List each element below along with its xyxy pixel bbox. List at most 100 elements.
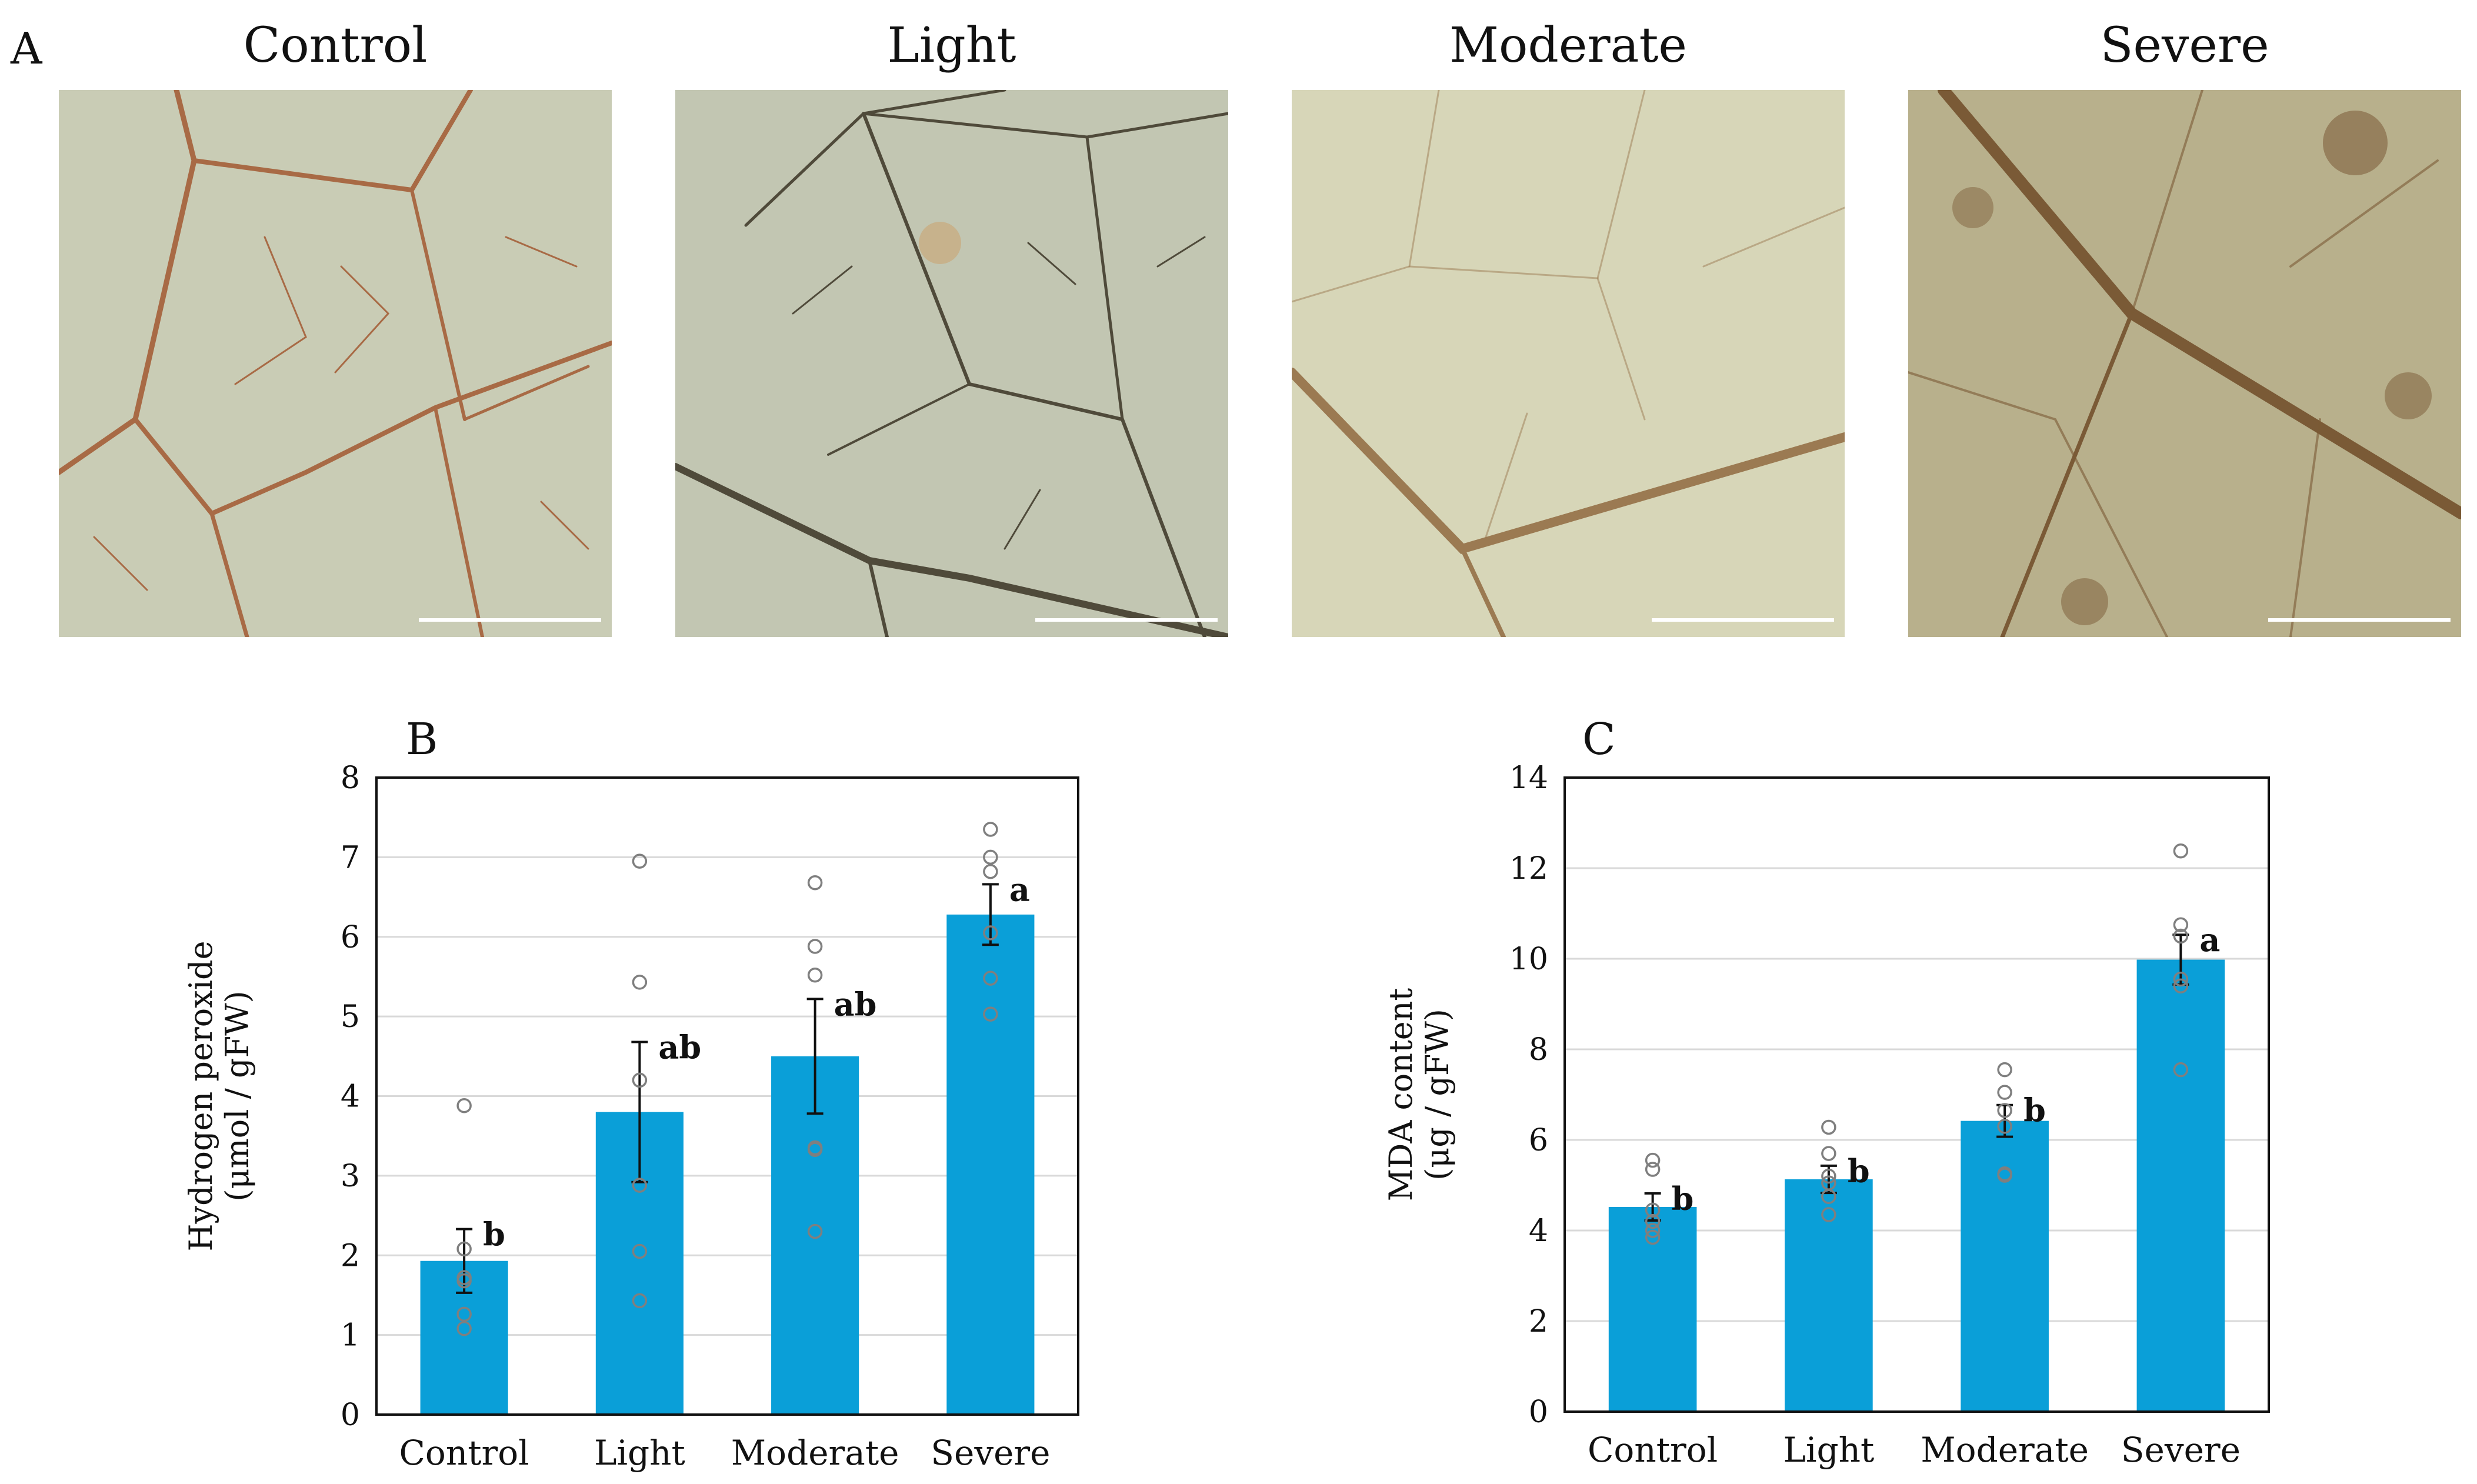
y-tick-label: 10 xyxy=(1509,942,1548,977)
data-point xyxy=(1645,1213,1661,1229)
data-point xyxy=(1645,1223,1661,1238)
significance-letter: b xyxy=(2023,1092,2046,1129)
x-category-label: Severe xyxy=(2121,1430,2241,1470)
y-tick-label: 1 xyxy=(341,1318,360,1353)
y-tick-label: 14 xyxy=(1509,761,1548,796)
data-point xyxy=(807,875,823,891)
x-category-label: Control xyxy=(1588,1430,1718,1470)
significance-letter: a xyxy=(1009,871,1030,908)
image-title-severe: Severe xyxy=(2100,18,2269,74)
data-point xyxy=(456,1098,472,1113)
leaf-image-moderate xyxy=(1292,90,1845,637)
data-point xyxy=(632,1178,648,1193)
significance-letter: a xyxy=(2199,921,2220,959)
data-point xyxy=(983,1006,998,1022)
leaf-image-background xyxy=(59,90,612,637)
y-tick-label: 0 xyxy=(341,1398,360,1433)
data-point xyxy=(632,1243,648,1259)
data-point xyxy=(1821,1207,1836,1222)
y-tick-label: 8 xyxy=(341,761,360,796)
data-point xyxy=(632,1293,648,1309)
y-tick-label: 7 xyxy=(341,840,360,875)
bar xyxy=(946,914,1035,1415)
leaf-image-background xyxy=(675,90,1228,637)
data-point xyxy=(2173,1062,2189,1078)
x-category-label: Light xyxy=(594,1433,685,1473)
bar xyxy=(771,1056,859,1415)
data-point xyxy=(1645,1152,1661,1168)
y-tick-label: 6 xyxy=(1529,1123,1548,1158)
mda-content-chart: C 0 2 4 6 8 10 12 14 b Control b Light b Moderate a Seve… xyxy=(1382,714,2270,1470)
data-point xyxy=(456,1321,472,1336)
data-point xyxy=(983,971,998,986)
data-point xyxy=(456,1270,472,1285)
data-point xyxy=(2173,843,2189,859)
y-tick-label: 2 xyxy=(1529,1304,1548,1339)
data-point xyxy=(2173,971,2189,987)
significance-letter: ab xyxy=(658,1028,701,1066)
data-point xyxy=(983,822,998,837)
image-title-moderate: Moderate xyxy=(1449,18,1687,74)
leaf-image-light xyxy=(675,90,1228,637)
leaf-image-control xyxy=(59,90,612,637)
y-tick-label: 0 xyxy=(1529,1395,1548,1430)
leaf-image-background xyxy=(1908,90,2461,637)
data-point xyxy=(1821,1168,1836,1184)
data-point xyxy=(456,1306,472,1322)
y-tick-label: 5 xyxy=(341,999,360,1035)
bar xyxy=(2136,959,2225,1412)
y-tick-label: 2 xyxy=(341,1238,360,1273)
panel-a-letter: A xyxy=(11,24,42,74)
data-point xyxy=(632,853,648,869)
data-point xyxy=(983,925,998,941)
panel-letter: B xyxy=(406,714,438,765)
bar xyxy=(1785,1179,1873,1412)
data-point xyxy=(1645,1202,1661,1218)
y-tick-label: 3 xyxy=(341,1159,360,1194)
data-point xyxy=(1821,1119,1836,1135)
data-point xyxy=(632,1072,648,1088)
data-point xyxy=(456,1241,472,1257)
x-category-label: Severe xyxy=(931,1433,1050,1473)
significance-letter: ab xyxy=(834,985,877,1023)
image-title-control: Control xyxy=(243,18,428,74)
data-point xyxy=(807,967,823,983)
data-point xyxy=(1997,1103,2012,1118)
y-axis-label-line2: (μmol / gFW) xyxy=(219,991,256,1201)
plot-frame xyxy=(375,776,1079,1416)
y-axis-label-line2: (μg / gFW) xyxy=(1419,1009,1456,1180)
data-point xyxy=(2173,928,2189,944)
x-category-label: Light xyxy=(1783,1430,1874,1470)
data-point xyxy=(1997,1119,2012,1134)
data-point xyxy=(1821,1146,1836,1161)
data-point xyxy=(1997,1062,2012,1078)
data-point xyxy=(1645,1229,1661,1245)
data-point xyxy=(1821,1175,1836,1190)
significance-letter: b xyxy=(1848,1152,1870,1190)
y-axis-label: MDA content (μg / gFW) xyxy=(1382,988,1456,1201)
y-tick-label: 4 xyxy=(341,1079,360,1115)
data-point xyxy=(632,975,648,990)
data-point xyxy=(1997,1085,2012,1100)
y-tick-label: 6 xyxy=(341,920,360,955)
plot-frame xyxy=(1563,776,2270,1413)
data-point xyxy=(983,863,998,879)
significance-letter: b xyxy=(483,1216,505,1253)
x-category-label: Moderate xyxy=(1921,1430,2089,1470)
leaf-image-background xyxy=(1292,90,1845,637)
data-point xyxy=(807,1140,823,1156)
image-title-light: Light xyxy=(887,18,1016,74)
significance-letter: b xyxy=(1672,1180,1694,1218)
data-point xyxy=(1645,1162,1661,1177)
y-tick-label: 4 xyxy=(1529,1213,1548,1249)
y-axis-label-line1: MDA content xyxy=(1382,988,1419,1201)
data-point xyxy=(1997,1166,2012,1182)
data-point xyxy=(807,1223,823,1239)
data-point xyxy=(983,849,998,865)
y-tick-label: 8 xyxy=(1529,1032,1548,1068)
y-axis-label-line1: Hydrogen peroxide xyxy=(182,941,219,1251)
y-tick-label: 12 xyxy=(1509,851,1548,886)
y-axis-label: Hydrogen peroxide (μmol / gFW) xyxy=(182,941,256,1251)
hydrogen-peroxide-chart: B 0 1 2 3 4 5 6 7 8 b Control ab Light ab Moderate a Seve… xyxy=(182,714,1079,1473)
bar xyxy=(1608,1206,1697,1412)
